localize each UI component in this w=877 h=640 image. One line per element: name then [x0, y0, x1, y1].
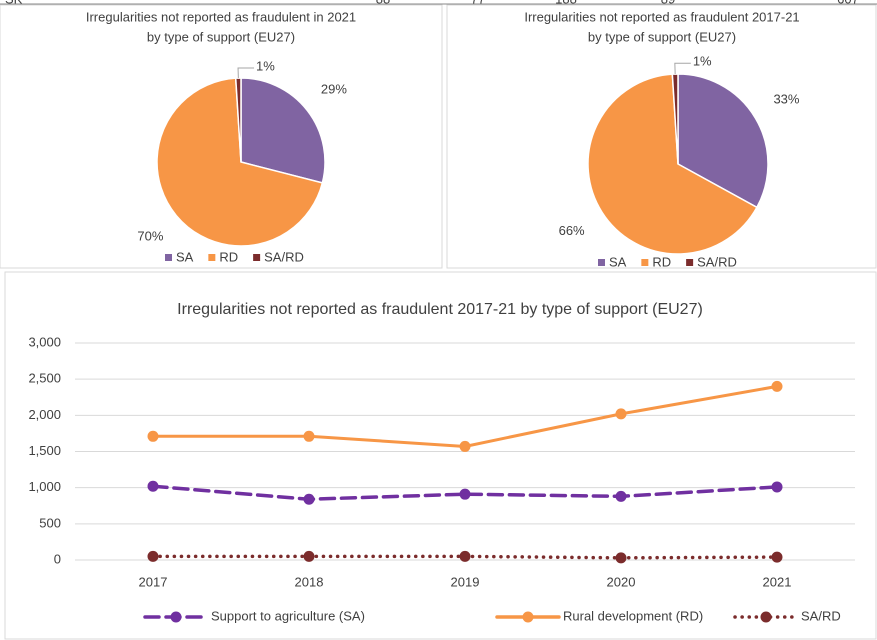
y-tick-label: 1,500	[28, 443, 61, 458]
point	[771, 551, 783, 563]
legend-swatch	[641, 259, 649, 266]
point	[459, 440, 471, 452]
chart-subtitle: by type of support (EU27)	[147, 29, 295, 44]
panel	[446, 4, 877, 269]
data-label: 29%	[321, 81, 347, 96]
legend-swatch	[253, 254, 261, 261]
legend-swatch	[165, 254, 172, 261]
data-label: 1%	[693, 54, 712, 69]
legend-label: SA/RD	[801, 608, 841, 623]
x-tick-label: 2018	[295, 574, 324, 589]
x-tick-label: 2020	[607, 574, 636, 589]
chart-title: Irregularities not reported as fraudulen…	[177, 301, 703, 318]
leader-line	[237, 67, 255, 79]
point	[771, 481, 783, 493]
legend-swatch	[686, 259, 694, 266]
data-label: 66%	[559, 223, 585, 238]
table-cell: SK	[5, 0, 23, 6]
point	[615, 552, 627, 564]
line-series	[151, 384, 779, 448]
chart-subtitle: by type of support (EU27)	[588, 29, 736, 44]
legend-label: RD	[652, 254, 671, 269]
point	[459, 550, 471, 562]
legend-swatch	[208, 254, 216, 261]
y-tick-label: 500	[39, 515, 61, 530]
pie-slice	[156, 77, 324, 247]
point	[303, 493, 315, 505]
point	[303, 430, 315, 442]
point	[303, 550, 315, 562]
table-cell: 89	[661, 0, 675, 6]
legend-label: SA/RD	[697, 254, 737, 269]
line-series	[151, 484, 779, 501]
panel	[0, 4, 443, 269]
point	[615, 408, 627, 420]
legend-label: Support to agriculture (SA)	[211, 608, 365, 623]
legend-label: Rural development (RD)	[563, 608, 703, 623]
pie-slice	[234, 77, 242, 163]
point	[459, 488, 471, 500]
data-label: 33%	[773, 91, 799, 106]
legend-label: RD	[219, 249, 238, 264]
y-tick-label: 2,000	[28, 407, 61, 422]
point	[147, 430, 159, 442]
pie-slice	[240, 77, 326, 184]
table-cell: 77	[471, 0, 485, 6]
pie-slice	[677, 73, 769, 209]
legend-marker	[760, 611, 772, 623]
legend-label: SA	[176, 249, 194, 264]
leader-line	[674, 62, 691, 75]
point	[147, 480, 159, 492]
chart-title: Irregularities not reported as fraudulen…	[524, 9, 799, 24]
legend-marker	[522, 611, 534, 623]
legend-marker	[170, 611, 182, 623]
y-tick-label: 3,000	[28, 334, 61, 349]
legend-label: SA/RD	[264, 249, 304, 264]
x-tick-label: 2019	[451, 574, 480, 589]
table-cell: 88	[376, 0, 390, 6]
pie-slice	[587, 73, 758, 255]
x-tick-label: 2021	[763, 574, 792, 589]
legend-swatch	[598, 259, 605, 266]
table-cell: 188	[555, 0, 577, 6]
panel	[4, 271, 877, 640]
x-tick-label: 2017	[139, 574, 168, 589]
table-cell: 607	[837, 0, 859, 6]
y-tick-label: 1,000	[28, 479, 61, 494]
point	[771, 380, 783, 392]
point	[615, 490, 627, 502]
y-tick-label: 0	[54, 551, 61, 566]
data-label: 70%	[137, 228, 163, 243]
chart-title: Irregularities not reported as fraudulen…	[86, 9, 356, 24]
point	[147, 550, 159, 562]
legend-label: SA	[609, 254, 627, 269]
pie-slice	[671, 73, 679, 165]
y-tick-label: 2,500	[28, 371, 61, 386]
data-label: 1%	[256, 58, 275, 73]
